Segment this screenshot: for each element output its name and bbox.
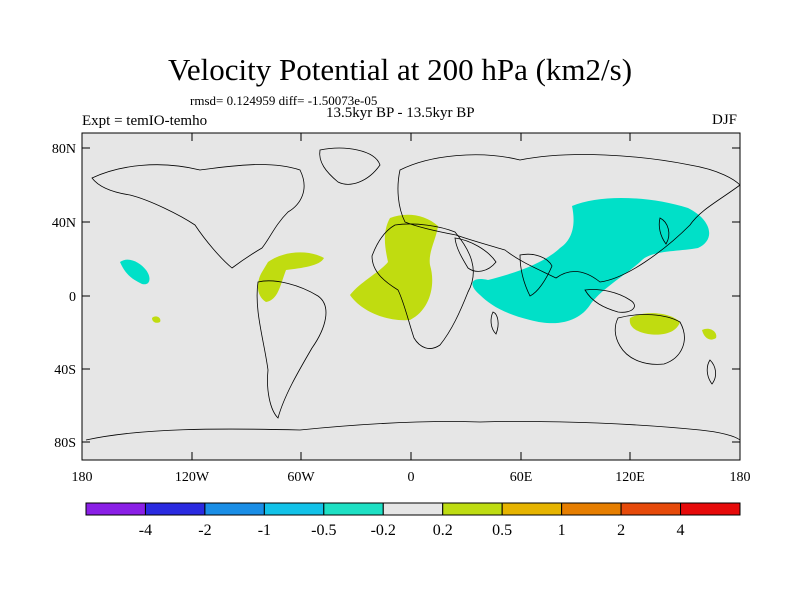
anomaly-regions [120,197,717,340]
map-title: Velocity Potential at 200 hPa (km2/s) [167,52,633,87]
colorbar-box [561,502,622,516]
lat-label-40n: 40N [52,216,76,231]
lon-label-120e: 120E [615,470,645,485]
colorbar-box [144,502,206,516]
latitude-labels: 80N 40N 0 40S 80S [52,142,76,451]
coastline-europe-asia [397,154,741,283]
colorbar-labels: -4 -2 -1 -0.5 -0.2 0.2 0.5 1 2 4 [139,522,685,539]
coastline-japan [658,217,670,245]
period-text: 13.5kyr BP - 13.5kyr BP [326,105,475,121]
colorbar-label: 0.2 [433,522,453,539]
positive-region-caribbean [257,252,324,302]
experiment-label: Expt = temIO-temho [82,113,208,129]
latitude-axis [82,147,740,443]
stats-text: rmsd= 0.124959 diff= -1.50073e-05 [190,93,378,108]
colorbar-box [501,502,563,516]
positive-region-australia [629,313,680,335]
positive-region-south-pacific [152,316,161,323]
colorbar-box [382,502,444,516]
colorbar-label: -1 [258,522,271,539]
lat-label-0: 0 [69,290,76,305]
positive-region-africa [350,214,438,321]
colorbar-label: -0.2 [371,522,396,539]
colorbar-box [442,502,503,516]
coastline-antarctica [85,421,741,441]
coastline-madagascar [490,311,499,335]
colorbar-label: -0.5 [311,522,336,539]
longitude-labels: 180 120W 60W 0 60E 120E 180 [72,470,751,485]
coastline-south-america [256,280,327,419]
coastline-greenland [319,147,381,185]
coastlines [85,147,741,441]
coastline-india [519,253,553,297]
negative-region-asia-pacific [472,197,710,324]
coastline-africa [371,223,474,349]
negative-region-pacific-island [120,259,150,285]
lon-label-60w: 60W [287,470,315,485]
season-label: DJF [712,112,738,128]
colorbar-box [263,502,325,516]
lat-label-80n: 80N [52,142,76,157]
lat-label-80s: 80S [54,436,76,451]
colorbar-label: -4 [139,522,152,539]
lat-label-40s: 40S [54,363,76,378]
colorbar-box [680,502,741,516]
lon-label-180w: 180 [72,470,93,485]
colorbar-label: 4 [677,522,685,539]
coastline-se-asia-islands [584,289,635,313]
lon-label-0: 0 [408,470,415,485]
colorbar-box [323,502,384,516]
colorbar [85,502,741,516]
colorbar-box [620,502,682,516]
colorbar-label: 2 [617,522,625,539]
coastline-australia [614,314,685,365]
colorbar-box [204,502,265,516]
longitude-axis [81,133,741,460]
coastline-arabia [454,237,497,272]
colorbar-box [85,502,146,516]
coastline-north-america [91,164,305,269]
colorbar-label: 1 [558,522,566,539]
coastline-new-zealand [706,359,716,385]
colorbar-label: -2 [198,522,211,539]
colorbar-label: 0.5 [492,522,512,539]
lon-label-180e: 180 [730,470,751,485]
lon-label-120w: 120W [175,470,210,485]
lon-label-60e: 60E [510,470,533,485]
positive-region-new-caledonia [702,328,717,340]
